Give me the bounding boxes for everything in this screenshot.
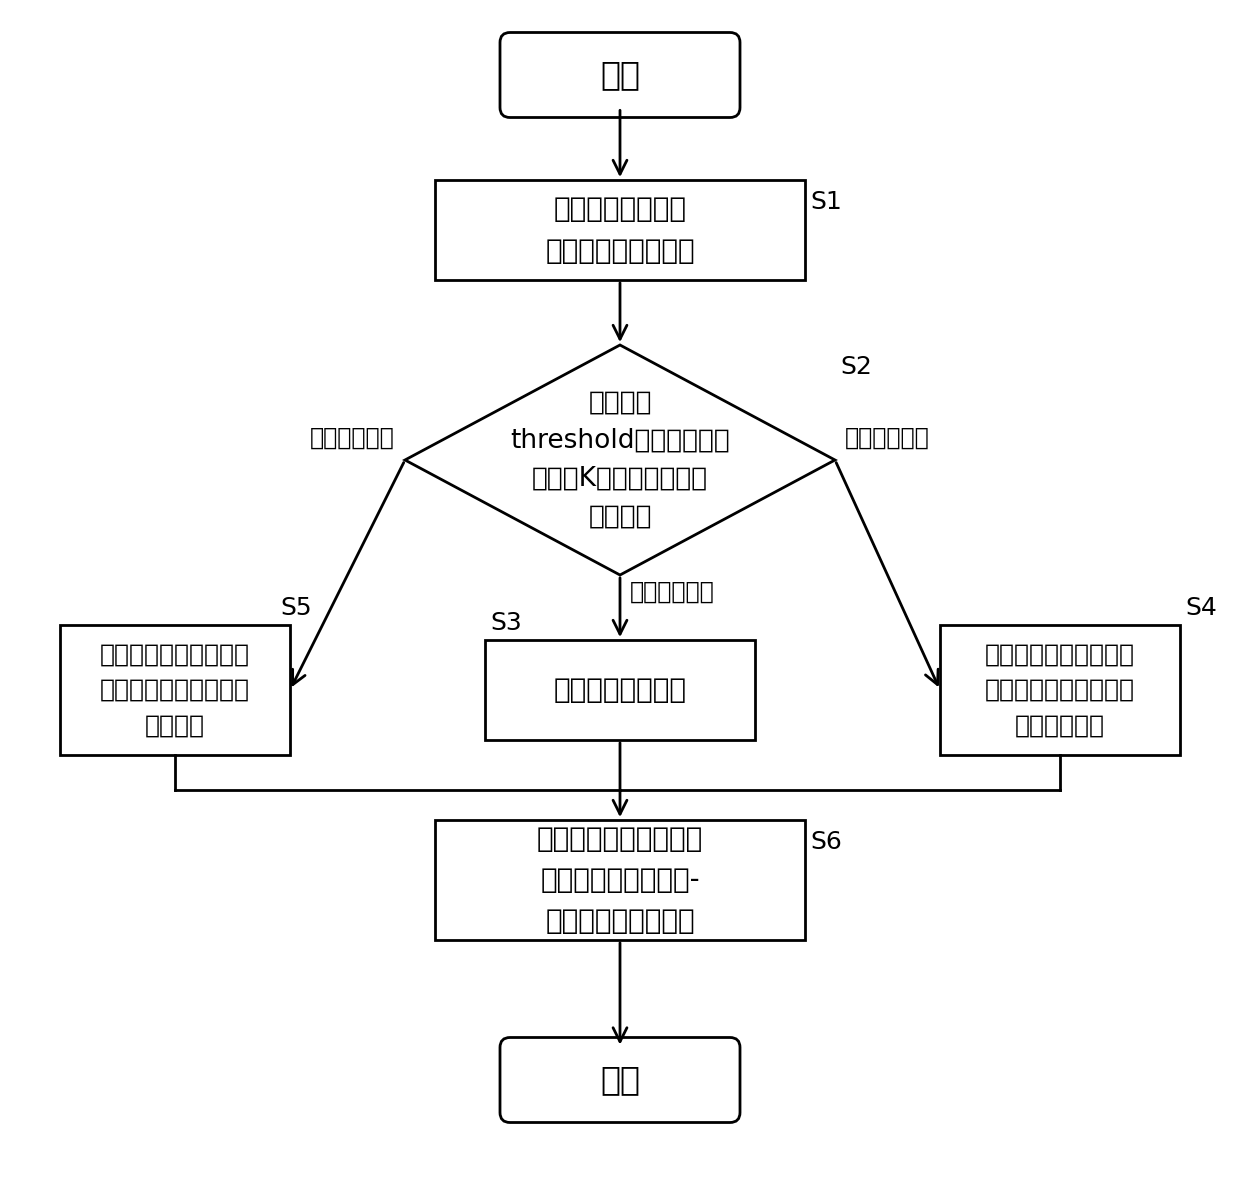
- Text: 开始: 开始: [600, 59, 640, 91]
- Text: 判断阈值
threshold是否大于姿势
特征到K个簇中心的距离
的最小值: 判断阈值 threshold是否大于姿势 特征到K个簇中心的距离 的最小值: [510, 390, 730, 530]
- Bar: [435, 820, 805, 940]
- Text: 动态调节输出电压: 动态调节输出电压: [553, 676, 687, 704]
- Text: S4: S4: [1185, 596, 1216, 620]
- Text: 获取永磁同步电机
的实时期望输出频率: 获取永磁同步电机 的实时期望输出频率: [546, 195, 694, 265]
- Text: 低于频率范围: 低于频率范围: [310, 426, 396, 450]
- FancyBboxPatch shape: [500, 1037, 740, 1122]
- Bar: [60, 625, 290, 755]
- Text: S3: S3: [490, 611, 522, 635]
- Bar: [485, 640, 755, 740]
- Text: S1: S1: [810, 190, 842, 214]
- Text: 在频率范围内: 在频率范围内: [630, 580, 714, 603]
- Polygon shape: [405, 345, 835, 575]
- Text: 高于频率范围: 高于频率范围: [844, 426, 930, 450]
- Text: S6: S6: [810, 830, 842, 854]
- Text: S5: S5: [280, 596, 311, 620]
- Text: 将有源功率因数调节器
最大的输出电压设置为
期望输出电压: 将有源功率因数调节器 最大的输出电压设置为 期望输出电压: [985, 642, 1135, 737]
- Text: 结束: 结束: [600, 1064, 640, 1096]
- Bar: [940, 625, 1180, 755]
- Bar: [435, 180, 805, 280]
- Text: S2: S2: [839, 355, 872, 379]
- Text: 根据期望输出电压更新
永磁同步电机的电压-
频率特性的拐点信息: 根据期望输出电压更新 永磁同步电机的电压- 频率特性的拐点信息: [537, 824, 703, 935]
- FancyBboxPatch shape: [500, 33, 740, 117]
- Text: 将有源功率校正的最小
的输出电压设置为期望
输出电压: 将有源功率校正的最小 的输出电压设置为期望 输出电压: [100, 642, 250, 737]
